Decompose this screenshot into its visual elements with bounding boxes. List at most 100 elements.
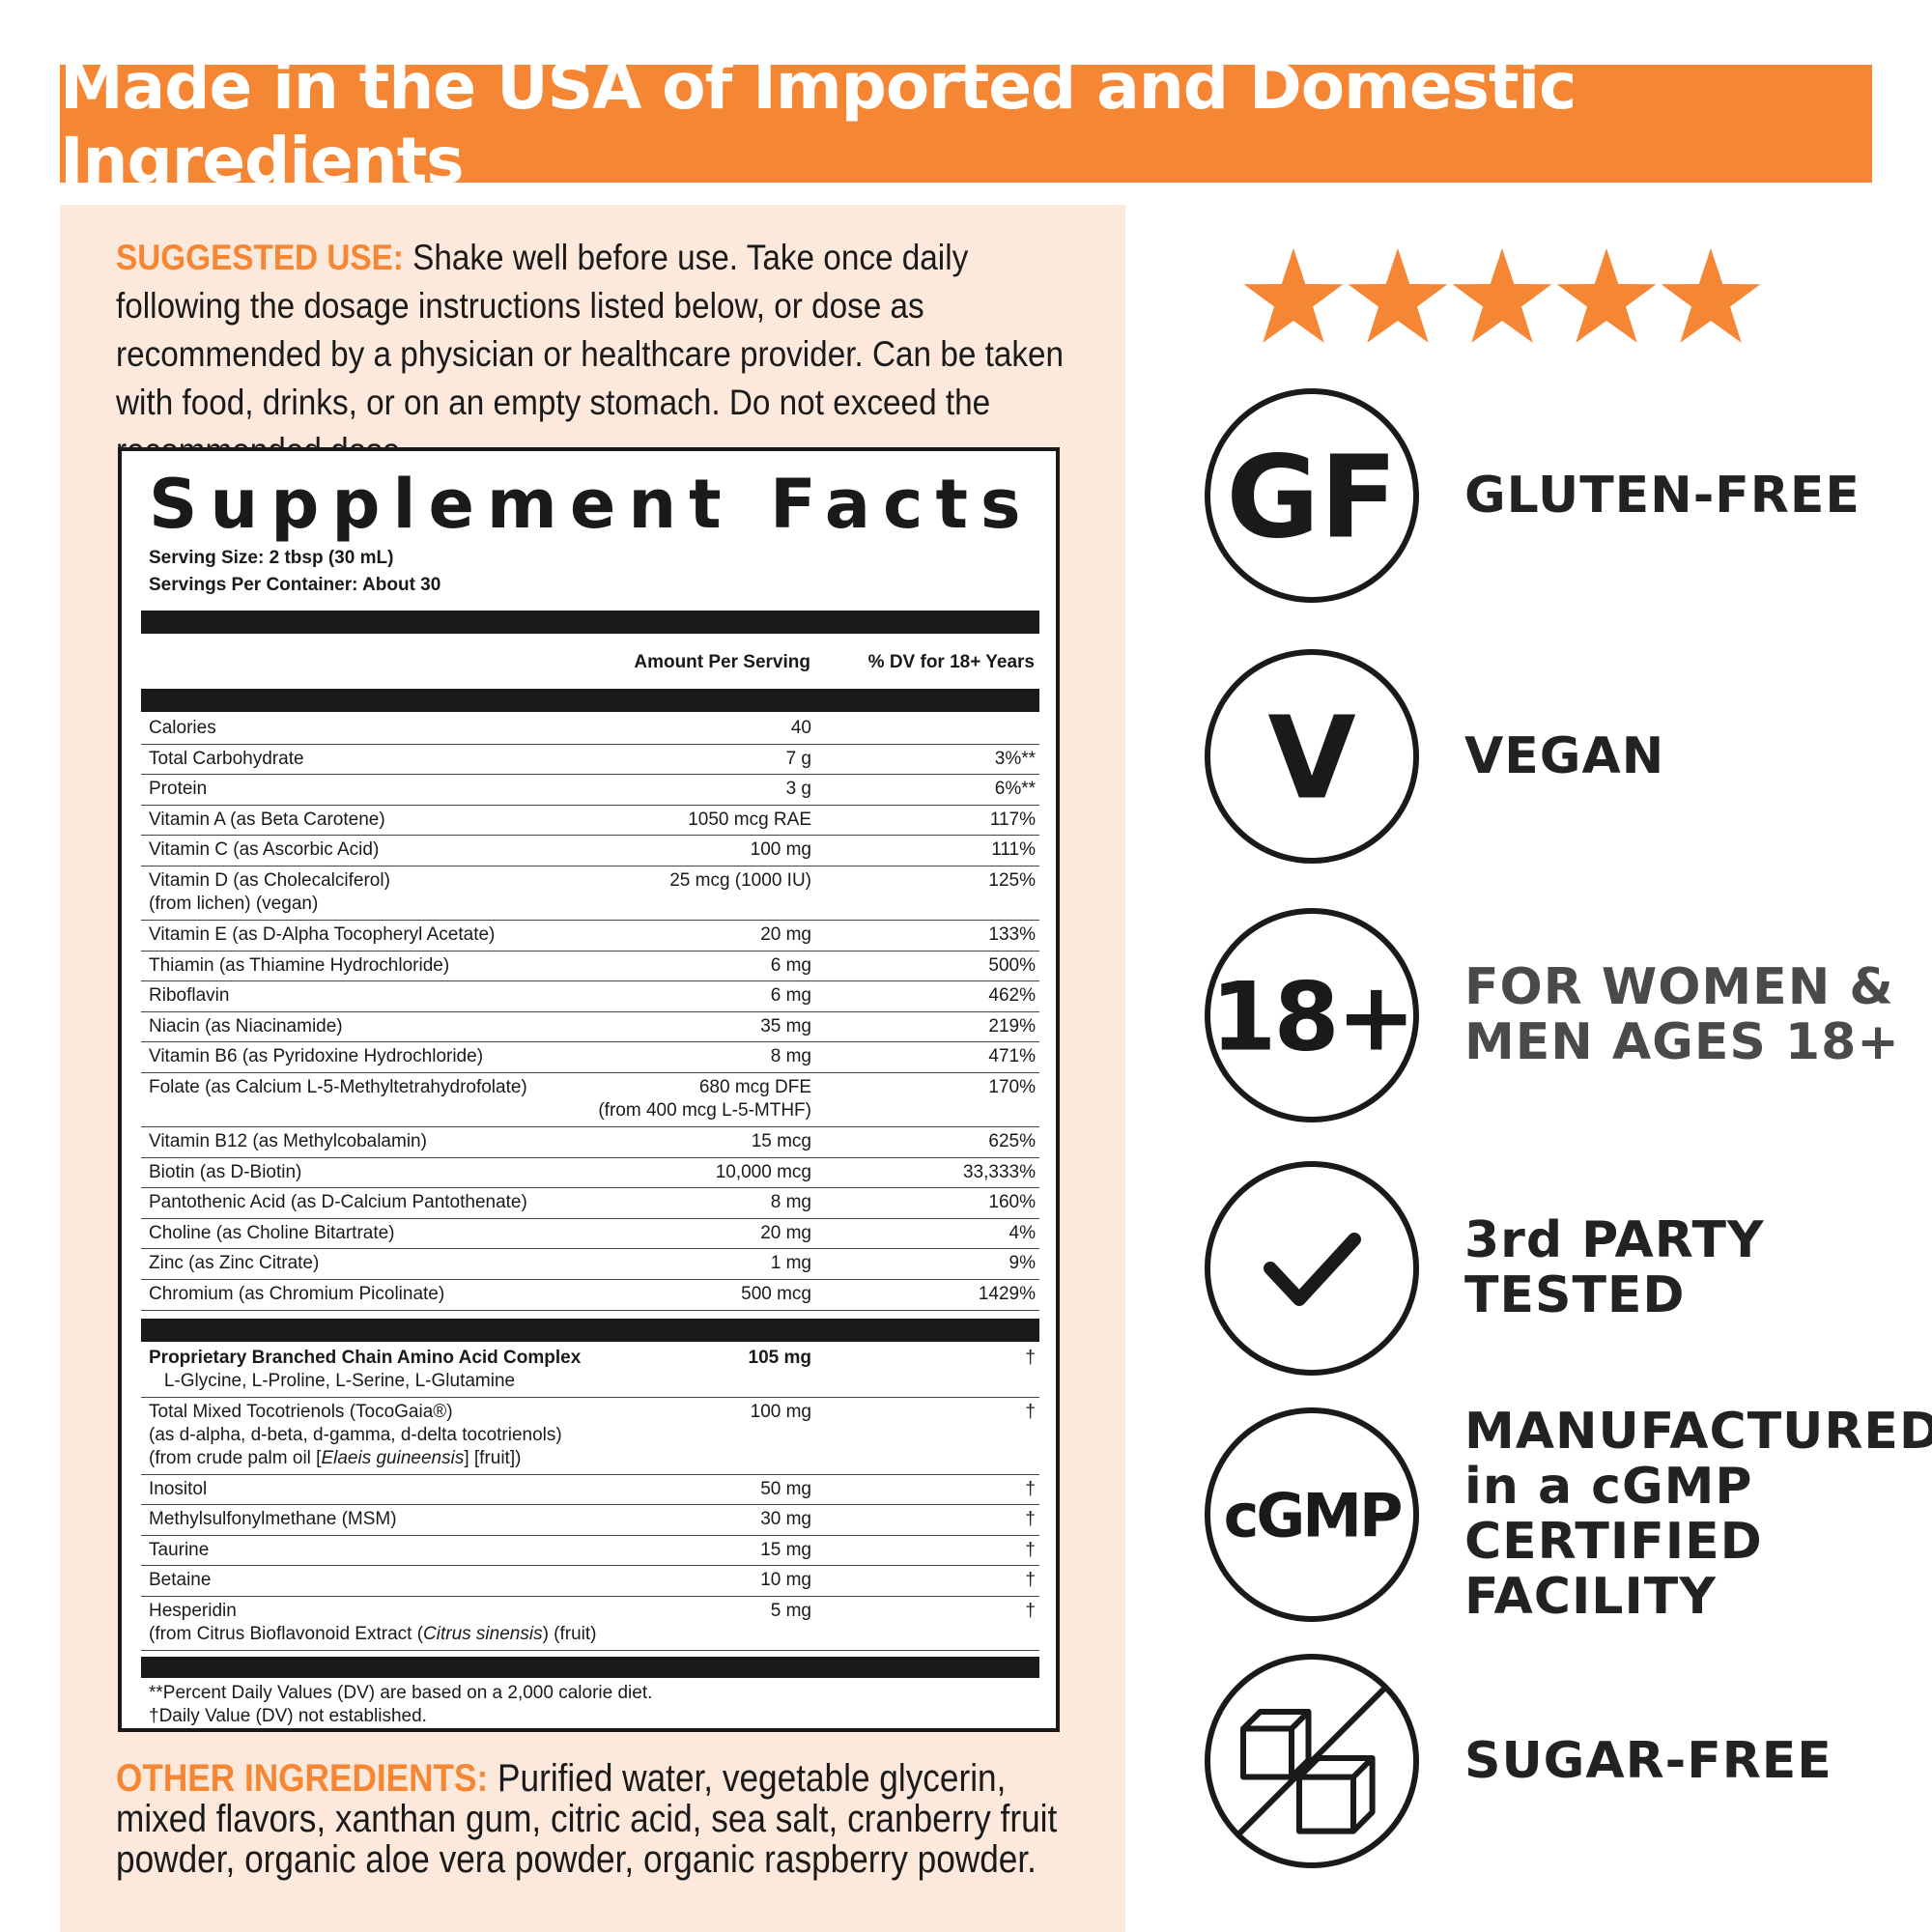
nutrient-name: Vitamin E (as D-Alpha Tocopheryl Acetate… xyxy=(149,923,612,947)
amount-value: 40 xyxy=(790,718,811,738)
nutrient-name: Inositol xyxy=(149,1478,612,1501)
nutrient-name: Riboflavin xyxy=(149,984,612,1008)
daily-value: 3%** xyxy=(994,748,1036,769)
amount-per-serving: 30 mg xyxy=(425,1508,811,1531)
table-row: Folate (as Calcium L-5-Methyltetrahydrof… xyxy=(141,1073,1039,1127)
amount-per-serving: 6 mg xyxy=(425,984,811,1008)
amount-per-serving: 3 g xyxy=(425,778,811,801)
nutrient-name: Biotin (as D-Biotin) xyxy=(149,1161,612,1184)
nutrient-name-text: Methylsulfonylmethane (MSM) xyxy=(149,1509,397,1530)
nutrient-name-text: Total Mixed Tocotrienols (TocoGaia®) xyxy=(149,1401,453,1422)
daily-value: 160% xyxy=(988,1192,1036,1213)
other-ingredients: OTHER INGREDIENTS: Purified water, veget… xyxy=(116,1758,1076,1880)
nutrient-name: Total Carbohydrate xyxy=(149,748,612,771)
table-row: Choline (as Choline Bitartrate) 20 mg 4% xyxy=(141,1219,1039,1250)
nutrient-name-text: Vitamin B12 (as Methylcobalamin) xyxy=(149,1130,427,1151)
daily-value: 33,333% xyxy=(962,1161,1036,1182)
table-row: Chromium (as Chromium Picolinate) 500 mcg… xyxy=(141,1280,1039,1311)
daily-value: 6%** xyxy=(994,779,1036,800)
table-row: Vitamin C (as Ascorbic Acid) 100 mg 111% xyxy=(141,836,1039,867)
divider-bar xyxy=(141,1318,1039,1342)
amount-per-serving: 35 mg xyxy=(425,1015,811,1038)
badge-label-line: CERTIFIED xyxy=(1464,1513,1763,1571)
table-row: Total Carbohydrate 7 g 3%** xyxy=(141,745,1039,776)
nutrient-name: Niacin (as Niacinamide) xyxy=(149,1015,612,1038)
star-icon xyxy=(1243,248,1344,343)
amount-per-serving: 50 mg xyxy=(425,1478,811,1501)
badge-icon-text: cGMP xyxy=(1224,1480,1401,1550)
amount-per-serving: 6 mg xyxy=(425,954,811,978)
nutrient-source: (from Citrus Bioflavonoid Extract (Citru… xyxy=(149,1623,597,1644)
amount-value: 15 mg xyxy=(760,1539,811,1560)
amount-value: 20 mg xyxy=(760,1222,811,1243)
amount-value: 1050 mcg RAE xyxy=(688,809,811,830)
column-amount-header: Amount Per Serving xyxy=(634,652,810,672)
nutrient-name-text: Vitamin C (as Ascorbic Acid) xyxy=(149,839,380,861)
amount-per-serving: 100 mg xyxy=(425,1401,811,1424)
servings-per-container: Servings Per Container: About 30 xyxy=(149,575,441,595)
v-badge-icon: V xyxy=(1205,649,1419,864)
divider-bar xyxy=(141,689,1039,712)
nutrient-name-text: Proprietary Branched Chain Amino Acid Co… xyxy=(149,1347,582,1368)
divider-bar xyxy=(141,1657,1039,1678)
badge-label-line: in a cGMP xyxy=(1464,1458,1753,1516)
badge-label: GLUTEN-FREE xyxy=(1464,468,1861,524)
nutrient-name: Proprietary Branched Chain Amino Acid Co… xyxy=(149,1347,612,1393)
amount-value: 50 mg xyxy=(760,1478,811,1499)
nutrient-name-text: Choline (as Choline Bitartrate) xyxy=(149,1222,395,1243)
amount-value: 6 mg xyxy=(770,954,811,976)
amount-source: (from 400 mcg L-5-MTHF) xyxy=(598,1099,811,1121)
table-row: Vitamin E (as D-Alpha Tocopheryl Acetate… xyxy=(141,921,1039,952)
nutrient-source: (from crude palm oil [Elaeis guineensis]… xyxy=(149,1447,522,1468)
star-icon xyxy=(1452,248,1552,343)
other-ingredients-label: OTHER INGREDIENTS: xyxy=(116,1757,489,1800)
sugar-free-icon xyxy=(1205,1654,1419,1868)
nutrient-name: Calories xyxy=(149,717,612,740)
nutrient-name: Chromium (as Chromium Picolinate) xyxy=(149,1283,612,1306)
amount-per-serving: 25 mcg (1000 IU) xyxy=(425,869,811,893)
suggested-use-label: SUGGESTED USE: xyxy=(116,238,404,277)
nutrient-name-text: Vitamin E (as D-Alpha Tocopheryl Acetate… xyxy=(149,923,496,945)
badge-label: 3rd PARTY TESTED xyxy=(1464,1213,1765,1323)
amount-per-serving: 20 mg xyxy=(425,1222,811,1245)
daily-value: 125% xyxy=(988,869,1036,891)
nutrient-name: Total Mixed Tocotrienols (TocoGaia®) (as … xyxy=(149,1401,612,1470)
daily-value: 133% xyxy=(988,923,1036,945)
nutrient-name-text: Biotin (as D-Biotin) xyxy=(149,1161,302,1182)
amount-per-serving: 680 mcg DFE (from 400 mcg L-5-MTHF) xyxy=(425,1076,811,1122)
amount-per-serving: 10,000 mcg xyxy=(425,1161,811,1184)
table-row: Protein 3 g 6%** xyxy=(141,775,1039,806)
star-icon xyxy=(1556,248,1657,343)
nutrient-rows: Calories 40 Total Carbohydrate 7 g 3%** Prote… xyxy=(141,714,1039,1311)
ingredient-rows: Proprietary Branched Chain Amino Acid Co… xyxy=(141,1344,1039,1651)
badge-label-line: MANUFACTURED xyxy=(1464,1403,1932,1461)
daily-value: 1429% xyxy=(978,1283,1036,1304)
amount-per-serving: 8 mg xyxy=(425,1045,811,1068)
nutrient-name-text: Niacin (as Niacinamide) xyxy=(149,1015,343,1037)
gf-badge-icon: GF xyxy=(1205,388,1419,603)
nutrient-name: Vitamin B6 (as Pyridoxine Hydrochloride) xyxy=(149,1045,612,1068)
daily-value: 170% xyxy=(988,1076,1036,1097)
star-icon xyxy=(1661,248,1761,343)
nutrient-source: (as d-alpha, d-beta, d-gamma, d-delta to… xyxy=(149,1424,562,1445)
table-row: Proprietary Branched Chain Amino Acid Co… xyxy=(141,1344,1039,1398)
nutrient-name: Zinc (as Zinc Citrate) xyxy=(149,1252,612,1275)
table-row: Zinc (as Zinc Citrate) 1 mg 9% xyxy=(141,1249,1039,1280)
nutrient-name-text: Hesperidin xyxy=(149,1600,237,1621)
amount-value: 8 mg xyxy=(770,1192,811,1213)
amount-value: 5 mg xyxy=(770,1600,811,1621)
table-row: Vitamin B6 (as Pyridoxine Hydrochloride)… xyxy=(141,1042,1039,1073)
nutrient-name: Choline (as Choline Bitartrate) xyxy=(149,1222,612,1245)
amount-value: 1 mg xyxy=(770,1253,811,1274)
badge-label-line: TESTED xyxy=(1464,1266,1686,1324)
daily-value: † xyxy=(1025,1570,1036,1591)
daily-value: 500% xyxy=(988,954,1036,976)
daily-value: 9% xyxy=(1009,1253,1036,1274)
amount-per-serving: 7 g xyxy=(425,748,811,771)
table-row: Taurine 15 mg † xyxy=(141,1536,1039,1567)
nutrient-name: Protein xyxy=(149,778,612,801)
amount-value: 20 mg xyxy=(760,923,811,945)
amount-value: 7 g xyxy=(785,748,811,769)
banner-title: Made in the USA of Imported and Domestic… xyxy=(60,49,1872,198)
amount-per-serving: 40 xyxy=(425,717,811,740)
